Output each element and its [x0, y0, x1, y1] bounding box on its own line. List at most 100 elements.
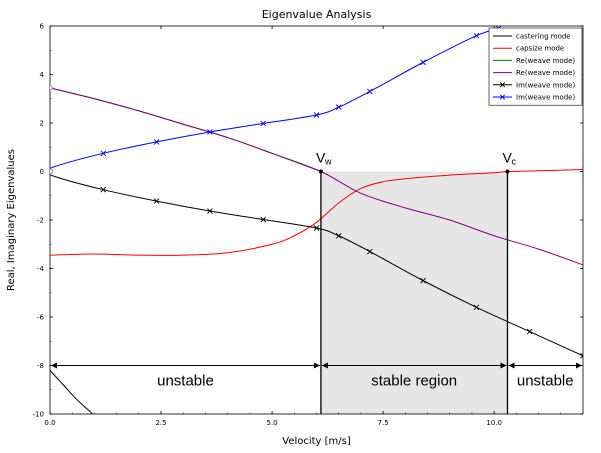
series-line-5 [50, 27, 499, 172]
legend-label: castering mode [516, 33, 571, 41]
legend-label: Re(weave mode) [516, 57, 575, 65]
series-5-point [366, 88, 373, 95]
y-tick-label: -8 [37, 362, 44, 370]
v-w-subscript: w [324, 157, 332, 167]
y-tick-label: -6 [37, 314, 45, 322]
series-5-point [100, 150, 107, 157]
x-marker-stroke [580, 352, 583, 357]
x-marker-stroke [580, 355, 583, 359]
y-tick-label: 6 [40, 23, 45, 31]
legend: castering mode capsize mode Re(weave mode)… [488, 27, 583, 106]
legend-item: Re(weave mode) [493, 69, 575, 77]
series-5-point [335, 104, 342, 111]
stable-region-shade [320, 171, 508, 414]
x-marker-stroke [526, 328, 533, 335]
y-tick-label: 4 [40, 71, 45, 79]
start-marker [50, 167, 54, 176]
series-5-point [153, 139, 160, 145]
legend-label: Im(weave mode) [516, 81, 575, 89]
region-arrow-head-right [313, 362, 320, 369]
y-tick-label: -2 [37, 217, 44, 225]
series-4-point [260, 216, 267, 223]
legend-label: capsize mode [516, 45, 564, 53]
series-5-point [473, 32, 480, 39]
x-marker-stroke [153, 198, 160, 204]
series-5-point [420, 59, 426, 66]
series-4-point [100, 186, 107, 193]
chart-title: Eigenvalue Analysis [262, 8, 372, 21]
v-c-subscript: c [511, 157, 516, 167]
velocity-marker-dot [318, 169, 323, 174]
x-marker-stroke [260, 120, 267, 127]
region-arrow-head-right [500, 362, 507, 369]
series-line-0 [50, 370, 94, 414]
series-4-point [207, 208, 213, 214]
x-marker-stroke [313, 112, 320, 118]
v-w-label: V [316, 150, 326, 166]
y-tick-label: 0 [40, 168, 44, 176]
x-marker-stroke [207, 208, 213, 214]
legend-item: Im(weave mode) [493, 94, 575, 102]
legend-item: Im(weave mode) [493, 81, 575, 89]
x-marker-stroke [207, 129, 213, 135]
x-tick-label: 7.5 [378, 419, 389, 427]
series-4-point [153, 198, 160, 204]
plot-axes: 0.0 2.5 5.0 7.5 10.0 -10 -8 -6 -4 -2 0 2 4 6 [33, 23, 584, 427]
series-4-point [335, 232, 342, 239]
legend-item: capsize mode [493, 45, 564, 53]
region-label: unstable [517, 373, 574, 390]
region-label: stable region [371, 373, 457, 390]
v-c-label: V [502, 150, 512, 166]
x-marker-stroke [335, 232, 342, 239]
y-axis-label: Real, Imaginary Eigenvalues [6, 149, 17, 291]
legend-item: Re(weave mode) [493, 57, 575, 65]
x-marker-stroke [100, 150, 107, 157]
x-marker-stroke [473, 304, 480, 311]
x-tick-label: 5.0 [267, 419, 278, 427]
x-marker-stroke [313, 225, 320, 231]
velocity-marker-dot [505, 169, 510, 174]
x-marker-stroke [153, 139, 160, 145]
region-2: unstable [508, 362, 582, 390]
region-arrow-head-left [321, 362, 328, 369]
x-marker-stroke [366, 248, 373, 255]
legend-label: Re(weave mode) [516, 69, 575, 77]
y-tick-label: -10 [33, 411, 44, 419]
series-5-point [260, 120, 267, 127]
x-tick-label: 0.0 [44, 419, 55, 427]
x-axis-label: Velocity [m/s] [282, 436, 351, 447]
x-marker-stroke [260, 216, 267, 223]
x-marker-stroke [366, 88, 373, 95]
x-marker-stroke [473, 32, 480, 39]
series-5-point [207, 129, 213, 135]
x-marker-stroke [420, 277, 426, 284]
region-0: unstable [51, 362, 320, 390]
series-line-2 [50, 87, 322, 172]
series-line-1 [50, 169, 583, 256]
series-4-point [473, 304, 480, 311]
series-4-point [313, 225, 320, 231]
legend-marker [499, 94, 506, 100]
region-arrow-head-right [576, 362, 582, 369]
y-tick-label: -4 [37, 265, 45, 273]
legend-item: castering mode [493, 33, 571, 41]
series-4-point [420, 277, 426, 284]
region-arrow-head-left [508, 362, 515, 369]
x-marker-stroke [335, 104, 342, 111]
legend-box [488, 27, 583, 106]
series-5-point [313, 112, 320, 118]
y-tick-label: 2 [40, 120, 44, 128]
region-label: unstable [157, 373, 214, 390]
legend-label: Im(weave mode) [516, 94, 575, 102]
series-4-point [526, 328, 533, 335]
series-4-point [580, 352, 583, 359]
series-4-point [366, 248, 373, 255]
region-1: stable region [321, 362, 507, 390]
x-tick-label: 2.5 [155, 419, 166, 427]
x-tick-label: 10.0 [486, 419, 502, 427]
x-marker-stroke [420, 59, 426, 66]
legend-marker [499, 82, 506, 88]
start-marker [50, 84, 54, 92]
